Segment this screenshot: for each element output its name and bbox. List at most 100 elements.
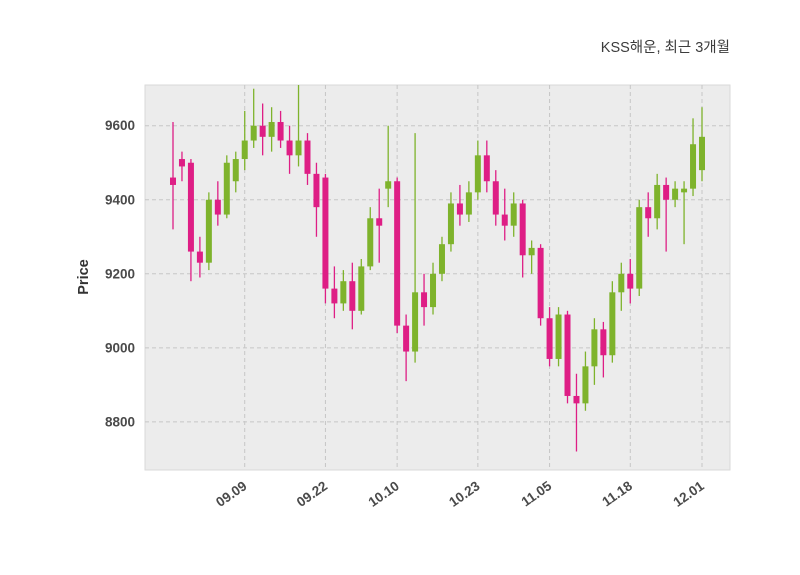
candle <box>358 258 365 315</box>
candle-body <box>681 188 688 193</box>
candle <box>681 181 688 245</box>
candle <box>618 262 625 311</box>
candle-body <box>304 140 311 174</box>
candle <box>170 122 176 230</box>
y-tick-label: 9000 <box>105 340 135 355</box>
candle <box>403 314 410 382</box>
candle-body <box>385 181 392 189</box>
candle-body <box>367 218 374 267</box>
candle-body <box>340 281 347 304</box>
candle <box>268 107 275 152</box>
candle <box>537 244 544 326</box>
candle <box>600 321 607 378</box>
candle <box>214 181 221 226</box>
candle-body <box>438 244 445 274</box>
candle-body <box>322 177 329 289</box>
candle <box>672 181 679 208</box>
candle <box>555 307 562 367</box>
candle <box>591 318 598 385</box>
y-tick-label: 9600 <box>105 118 135 133</box>
chart-title: KSS해운, 최근 3개월 <box>601 39 730 56</box>
candle-body <box>609 292 616 356</box>
candle <box>376 188 383 263</box>
candle <box>196 236 203 278</box>
y-tick-label: 9200 <box>105 266 135 281</box>
candle-body <box>358 266 365 311</box>
candle <box>313 162 320 237</box>
candle <box>582 351 589 411</box>
candle-body <box>591 329 598 367</box>
y-tick-label: 9400 <box>105 192 135 207</box>
candle <box>654 173 661 230</box>
candle <box>241 110 248 171</box>
candle-body <box>214 199 221 215</box>
candle-body <box>250 125 257 141</box>
candle-body <box>349 281 356 311</box>
candle <box>331 266 338 319</box>
candle <box>385 125 392 208</box>
x-tick-label: 11.05 <box>519 478 555 510</box>
candle-body <box>376 218 383 226</box>
candle-body <box>618 273 625 293</box>
candle-body <box>555 314 562 359</box>
candle-body <box>241 140 248 160</box>
candle-body <box>223 162 230 215</box>
candle <box>609 281 616 363</box>
candle-body <box>259 125 266 137</box>
candle-body <box>456 203 463 215</box>
candle-body <box>564 314 571 396</box>
candle <box>394 177 401 334</box>
candle <box>636 199 643 297</box>
candle <box>232 151 239 193</box>
candle-body <box>187 162 194 252</box>
y-axis-label: Price <box>76 259 92 294</box>
candle <box>430 262 437 315</box>
x-tick-label: 12.01 <box>670 478 707 510</box>
candle-body <box>394 181 401 326</box>
candle-body <box>196 251 203 263</box>
candle-body <box>573 395 580 404</box>
candle <box>340 270 347 311</box>
candle <box>349 262 356 330</box>
plot-background <box>144 84 731 471</box>
candle <box>492 170 499 226</box>
candle <box>205 192 212 271</box>
candle-body <box>672 188 679 200</box>
candle-body <box>465 192 472 215</box>
candle <box>250 88 257 148</box>
candle <box>367 207 374 271</box>
candle-body <box>277 122 284 141</box>
y-tick-label: 8800 <box>105 414 135 429</box>
candle <box>223 155 230 219</box>
candle <box>178 151 185 182</box>
candle <box>187 159 194 282</box>
candle-body <box>178 159 185 167</box>
candle <box>259 103 266 156</box>
x-tick-label: 10.10 <box>366 478 402 510</box>
candle-body <box>421 292 428 308</box>
candle <box>663 177 670 252</box>
candle-body <box>447 203 454 245</box>
candle <box>465 181 472 222</box>
candle <box>456 184 463 226</box>
candle-body <box>600 329 607 356</box>
candle <box>528 240 535 274</box>
candle <box>304 133 311 185</box>
candle-body <box>430 273 437 308</box>
candle-body <box>636 207 643 289</box>
plot-layer: 8800 9000 9200 9400 9600 09.09 09.22 10.10 10.23… <box>105 84 731 510</box>
candle-body <box>268 122 275 137</box>
candle <box>295 85 302 167</box>
candle-body <box>528 247 535 256</box>
candle-body <box>519 203 526 256</box>
candle <box>627 258 634 304</box>
candle-body <box>699 136 705 171</box>
candle-body <box>537 247 544 319</box>
candle <box>421 273 428 326</box>
x-tick-label: 11.18 <box>599 478 635 510</box>
candle-body <box>170 177 176 185</box>
candle-body <box>295 140 302 156</box>
candle-body <box>205 199 212 263</box>
